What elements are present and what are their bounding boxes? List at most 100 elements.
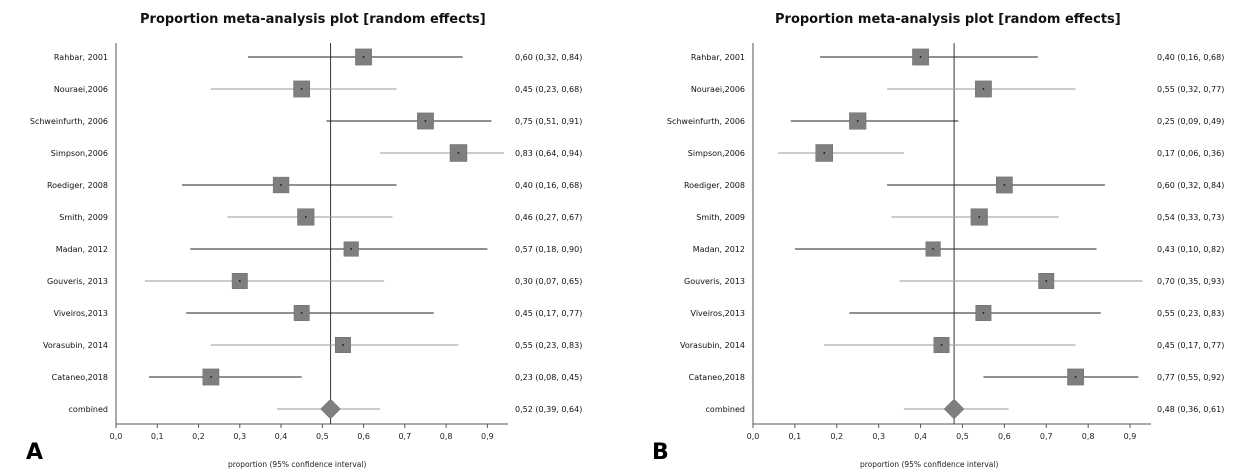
panel-b-study-value: 0,40 (0,16, 0,68) — [1157, 53, 1224, 62]
panel-a-estimate-dot — [342, 344, 344, 346]
panel-a-study-label: Rahbar, 2001 — [54, 53, 108, 62]
panel-b-letter: B — [652, 440, 669, 465]
panel-b-title: Proportion meta-analysis plot [random ef… — [775, 12, 1121, 27]
panel-a-study-value: 0,55 (0,23, 0,83) — [515, 341, 582, 350]
panel-a-study-label: Viveiros,2013 — [54, 309, 108, 318]
panel-a-study-value: 0,23 (0,08, 0,45) — [515, 373, 582, 382]
forest-plot-b-svg: 0,0 0,1 0,2 0,3 0,4 0,5 0,6 0,7 0,8 0,9 Rahbar, 20… — [667, 43, 1224, 441]
panel-a-study-value: 0,40 (0,16, 0,68) — [515, 181, 582, 190]
panel-b-study-value: 0,17 (0,06, 0,36) — [1157, 149, 1224, 158]
panel-b-estimate-dot — [932, 248, 935, 250]
panel-b-x-tick-label: 0,5 — [956, 432, 969, 441]
panel-a-study-label: Schweinfurth, 2006 — [30, 117, 108, 126]
panel-b-x-tick-label: 0,0 — [747, 432, 760, 441]
forest-plot-panel-b: Proportion meta-analysis plot [random ef… — [622, 0, 1243, 471]
panel-a-study-value: 0,46 (0,27, 0,67) — [515, 213, 582, 222]
panel-a-x-tick-label: 0,4 — [275, 432, 288, 441]
panel-b-estimate-dot — [1074, 376, 1077, 378]
panel-b-estimate-dot — [978, 216, 981, 218]
panel-b-estimate-dot — [940, 344, 943, 346]
panel-a-study-label: Cataneo,2018 — [52, 373, 108, 382]
panel-b-study-label: Viveiros,2013 — [691, 309, 745, 318]
panel-a-combined-label: combined — [69, 405, 108, 414]
panel-b-x-tick-label: 0,9 — [1124, 432, 1137, 441]
panel-b-combined-diamond — [943, 398, 965, 420]
panel-b-study-value: 0,55 (0,23, 0,83) — [1157, 309, 1224, 318]
panel-a-xlabel: proportion (95% confidence interval) — [228, 460, 367, 469]
panel-a-study-value: 0,57 (0,18, 0,90) — [515, 245, 582, 254]
panel-b-x-tick-label: 0,1 — [789, 432, 802, 441]
forest-plot-panel-a: Proportion meta-analysis plot [random ef… — [0, 0, 620, 471]
panel-b-study-value: 0,60 (0,32, 0,84) — [1157, 181, 1224, 190]
panel-a-study-label: Gouveris, 2013 — [47, 277, 108, 286]
panel-b-combined-label: combined — [706, 405, 745, 414]
panel-b-study-value: 0,55 (0,32, 0,77) — [1157, 85, 1224, 94]
panel-b-x-tick-label: 0,4 — [914, 432, 927, 441]
panel-b-x-tick-label: 0,7 — [1040, 432, 1053, 441]
panel-a-study-label: Smith, 2009 — [59, 213, 108, 222]
panel-a-study-value: 0,45 (0,23, 0,68) — [515, 85, 582, 94]
panel-a-study-label: Vorasubin, 2014 — [43, 341, 108, 350]
panel-b-study-value: 0,45 (0,17, 0,77) — [1157, 341, 1224, 350]
panel-a-x-tick-label: 0,0 — [110, 432, 123, 441]
panel-a-x-tick-label: 0,1 — [151, 432, 164, 441]
panel-a-study-label: Simpson,2006 — [51, 149, 108, 158]
panel-b-study-value: 0,25 (0,09, 0,49) — [1157, 117, 1224, 126]
panel-b-study-label: Cataneo,2018 — [689, 373, 745, 382]
panel-a-study-label: Madan, 2012 — [56, 245, 108, 254]
panel-a-estimate-dot — [362, 56, 365, 58]
panel-b-estimate-dot — [1045, 280, 1048, 282]
panel-b-study-label: Simpson,2006 — [688, 149, 745, 158]
panel-b-study-label: Roediger, 2008 — [684, 181, 745, 190]
panel-b-x-tick-label: 0,8 — [1082, 432, 1095, 441]
panel-a-letter: A — [26, 440, 44, 465]
panel-a-study-value: 0,75 (0,51, 0,91) — [515, 117, 582, 126]
panel-b-x-tick-label: 0,3 — [872, 432, 885, 441]
panel-a-study-label: Nouraei,2006 — [54, 85, 108, 94]
panel-a-estimate-dot — [304, 216, 307, 218]
panel-b-study-label: Gouveris, 2013 — [684, 277, 745, 286]
panel-b-study-label: Schweinfurth, 2006 — [667, 117, 745, 126]
panel-a-study-value: 0,83 (0,64, 0,94) — [515, 149, 582, 158]
panel-a-x-tick-label: 0,2 — [192, 432, 205, 441]
panel-a-estimate-dot — [300, 88, 303, 90]
forest-plot-a-svg: 0,0 0,1 0,2 0,3 0,4 0,5 0,6 0,7 0,8 0,9 Rahbar, 20… — [30, 43, 582, 441]
panel-a-estimate-dot — [238, 280, 241, 282]
panel-b-study-value: 0,77 (0,55, 0,92) — [1157, 373, 1224, 382]
panel-b-estimate-dot — [982, 88, 985, 90]
panel-a-estimate-dot — [424, 120, 427, 122]
panel-a-x-tick-label: 0,7 — [398, 432, 411, 441]
panel-a-x-tick-label: 0,3 — [233, 432, 246, 441]
panel-b-study-label: Nouraei,2006 — [691, 85, 745, 94]
panel-b-study-label: Smith, 2009 — [696, 213, 745, 222]
panel-b-study-value: 0,54 (0,33, 0,73) — [1157, 213, 1224, 222]
panel-b-estimate-dot — [982, 312, 985, 314]
panel-a-estimate-dot — [300, 312, 303, 314]
panel-b-study-value: 0,43 (0,10, 0,82) — [1157, 245, 1224, 254]
panel-a-x-tick-label: 0,9 — [481, 432, 494, 441]
panel-b-study-label: Rahbar, 2001 — [691, 53, 745, 62]
panel-a-study-value: 0,45 (0,17, 0,77) — [515, 309, 582, 318]
panel-b-estimate-dot — [823, 152, 826, 154]
panel-b-x-tick-label: 0,6 — [998, 432, 1011, 441]
panel-a-x-tick-label: 0,6 — [357, 432, 370, 441]
panel-b-combined-value: 0,48 (0,36, 0,61) — [1157, 405, 1224, 414]
panel-b-study-label: Vorasubin, 2014 — [680, 341, 745, 350]
panel-b-study-label: Madan, 2012 — [693, 245, 745, 254]
panel-a-title: Proportion meta-analysis plot [random ef… — [140, 12, 486, 27]
panel-b-estimate-dot — [1003, 184, 1006, 186]
panel-a-estimate-dot — [457, 152, 460, 154]
panel-a-estimate-dot — [280, 184, 282, 186]
panel-a-estimate-dot — [210, 376, 212, 378]
panel-a-combined-diamond — [320, 398, 341, 420]
panel-a-study-label: Roediger, 2008 — [47, 181, 108, 190]
panel-a-study-value: 0,60 (0,32, 0,84) — [515, 53, 582, 62]
panel-a-study-value: 0,30 (0,07, 0,65) — [515, 277, 582, 286]
panel-a-estimate-dot — [350, 248, 353, 250]
panel-a-x-tick-label: 0,5 — [316, 432, 329, 441]
panel-a-combined-value: 0,52 (0,39, 0,64) — [515, 405, 582, 414]
panel-b-estimate-dot — [919, 56, 922, 58]
panel-b-estimate-dot — [856, 120, 859, 122]
panel-a-x-tick-label: 0,8 — [440, 432, 453, 441]
panel-b-xlabel: proportion (95% confidence interval) — [860, 460, 999, 469]
